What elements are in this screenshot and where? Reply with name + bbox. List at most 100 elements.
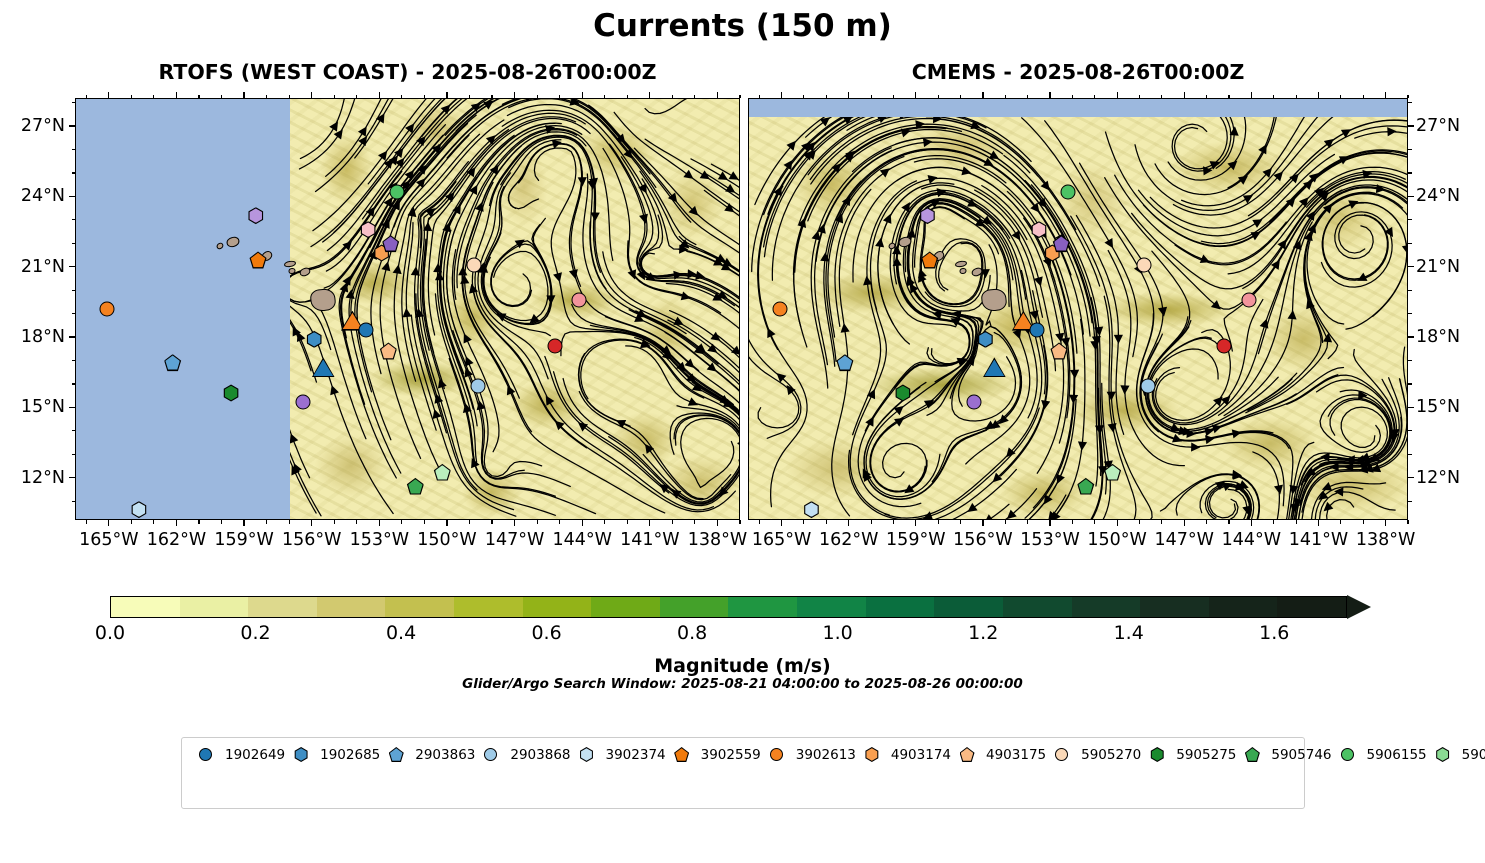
map-marker-5906164[interactable]: [433, 463, 451, 481]
x-tick-minor-top: [220, 94, 223, 98]
x-tick: [1317, 520, 1320, 526]
pentagon-marker-icon: [1050, 342, 1068, 360]
map-marker-1902649[interactable]: [358, 322, 374, 338]
legend-item-2903868[interactable]: 2903868: [475, 744, 571, 765]
x-tick: [175, 520, 178, 526]
colorbar-band-0: [111, 597, 180, 617]
x-tick-minor-top: [1027, 94, 1029, 98]
legend-item-1902685[interactable]: 1902685: [285, 744, 380, 765]
circle-marker-icon: [470, 378, 486, 394]
legend-item-4903174[interactable]: 4903174: [856, 744, 951, 765]
x-tick-minor: [1362, 520, 1364, 524]
map-marker-1902685[interactable]: [306, 330, 323, 348]
map-marker-sg626[interactable]: [1011, 310, 1035, 331]
legend-label: 1902685: [320, 746, 381, 763]
map-marker-sg626[interactable]: [340, 310, 364, 331]
legend-item-1902649[interactable]: 1902649: [190, 744, 285, 765]
map-marker-2903868[interactable]: [1140, 378, 1156, 394]
map-marker-7901106[interactable]: [247, 207, 264, 225]
x-tick: [243, 520, 245, 526]
map-marker-5906815[interactable]: [360, 221, 377, 239]
map-marker-5906155[interactable]: [389, 184, 405, 200]
map-marker-5907061[interactable]: [382, 235, 400, 253]
x-tick-minor-top: [739, 94, 741, 98]
page-title: Currents (150 m): [593, 8, 892, 44]
circle-marker-icon: [295, 394, 311, 410]
map-marker-2903868[interactable]: [470, 378, 486, 394]
x-tick-minor: [1228, 520, 1230, 524]
x-tick-minor: [870, 520, 872, 524]
circle-marker-icon: [1136, 257, 1152, 273]
y-tick-minor-left: [71, 289, 75, 291]
circle-marker-icon: [1216, 338, 1232, 354]
y-axis-label-left-21°N: 21°N: [20, 256, 65, 277]
legend-item-5905746[interactable]: 5905746: [1236, 744, 1332, 765]
map-panel-cmems[interactable]: [748, 98, 1408, 520]
map-marker-5905275[interactable]: [894, 384, 911, 402]
x-tick: [513, 520, 516, 526]
map-marker-4903175[interactable]: [379, 342, 397, 360]
y-tick-right: [1408, 125, 1414, 127]
map-marker-5906814[interactable]: [1241, 292, 1257, 308]
x-tick-minor-top: [1362, 94, 1364, 98]
map-marker-7901104[interactable]: [295, 394, 311, 410]
x-tick-minor-top: [536, 94, 538, 98]
y-tick-left: [69, 336, 75, 338]
map-marker-7901106[interactable]: [919, 207, 936, 225]
map-marker-3902613[interactable]: [99, 301, 115, 317]
x-tick-minor-top: [694, 94, 696, 98]
colorbar-band-12: [934, 597, 1003, 617]
map-marker-3902613[interactable]: [772, 301, 788, 317]
map-marker-1902649[interactable]: [1029, 322, 1045, 338]
map-marker-4903175[interactable]: [1050, 342, 1068, 360]
map-marker-5905746[interactable]: [1077, 477, 1095, 495]
legend-item-5905270[interactable]: 5905270: [1046, 744, 1141, 765]
y-tick-minor-right: [1408, 313, 1412, 315]
colorbar-band-4: [385, 597, 455, 617]
map-marker-7901104[interactable]: [966, 394, 982, 410]
hexagon-marker-icon: [360, 221, 376, 239]
legend-item-3902559[interactable]: 3902559: [666, 744, 761, 765]
x-tick-minor-top: [1138, 94, 1141, 98]
panel-title-rtofs: RTOFS (WEST COAST) - 2025-08-26T00:00Z: [158, 60, 657, 84]
map-marker-sg511[interactable]: [311, 357, 335, 378]
map-marker-5906400[interactable]: [547, 338, 563, 354]
map-marker-5905746[interactable]: [406, 477, 424, 495]
map-marker-5906815[interactable]: [1030, 221, 1047, 239]
x-tick: [1250, 520, 1253, 526]
legend-item-5905275[interactable]: 5905275: [1141, 744, 1236, 765]
x-axis-label-162°W: 162°W: [818, 530, 879, 550]
map-marker-3902559[interactable]: [249, 251, 267, 269]
map-marker-3902374[interactable]: [803, 501, 820, 519]
map-marker-sg511[interactable]: [982, 357, 1006, 378]
map-marker-2903863[interactable]: [164, 354, 182, 372]
y-tick-minor-right: [1408, 500, 1412, 502]
colorbar[interactable]: [110, 595, 1371, 619]
map-marker-5905270[interactable]: [1136, 257, 1152, 273]
map-marker-5905270[interactable]: [466, 257, 482, 273]
x-tick-minor: [153, 520, 155, 524]
map-marker-5906155[interactable]: [1060, 184, 1076, 200]
x-axis-label-162°W: 162°W: [146, 530, 207, 550]
map-marker-5906400[interactable]: [1216, 338, 1232, 354]
legend-item-4903175[interactable]: 4903175: [951, 744, 1046, 765]
map-marker-1902685[interactable]: [977, 330, 994, 348]
map-marker-5905275[interactable]: [223, 384, 240, 402]
map-marker-3902374[interactable]: [130, 501, 147, 519]
map-marker-5907061[interactable]: [1052, 235, 1070, 253]
legend-item-3902374[interactable]: 3902374: [571, 744, 666, 765]
hexagon-marker-icon: [804, 501, 819, 519]
map-panel-rtofs[interactable]: [75, 98, 740, 520]
map-marker-5906814[interactable]: [571, 292, 587, 308]
map-marker-3902559[interactable]: [921, 251, 939, 269]
legend-item-5906156[interactable]: 5906156: [1427, 744, 1485, 765]
colorbar-band-10: [797, 597, 866, 617]
legend-item-2903863[interactable]: 2903863: [380, 744, 475, 765]
x-tick: [378, 520, 380, 526]
legend-item-5906155[interactable]: 5906155: [1332, 744, 1427, 765]
map-marker-2903863[interactable]: [836, 354, 854, 372]
map-marker-5906164[interactable]: [1104, 463, 1122, 481]
legend-item-3902613[interactable]: 3902613: [761, 744, 856, 765]
legend-box[interactable]: 1902649 1902685 2903863 2903868 3902374 39025…: [181, 737, 1485, 809]
